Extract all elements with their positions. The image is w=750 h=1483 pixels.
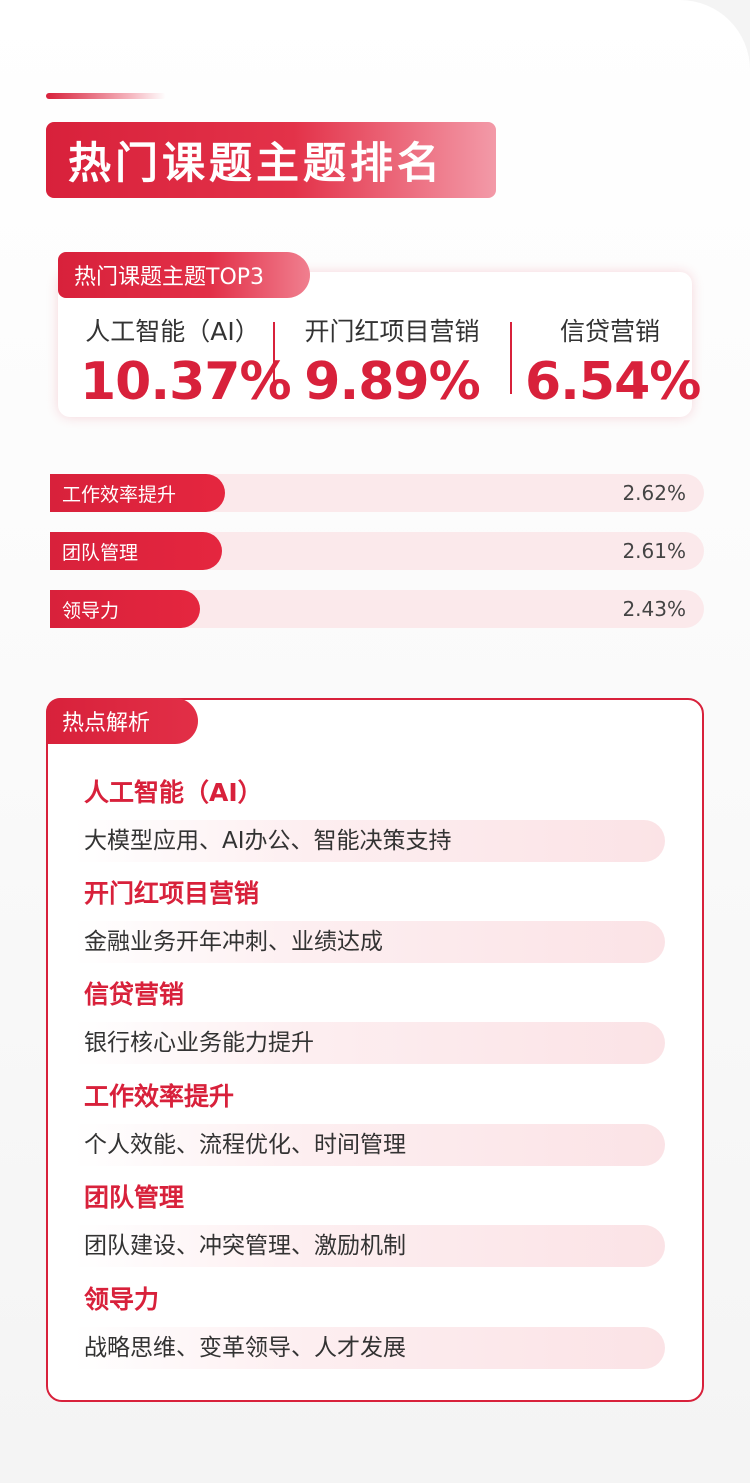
analysis-topic: 团队管理 团队建设、冲突管理、激励机制: [74, 1181, 665, 1267]
ranking-bar-1: 工作效率提升 2.62%: [50, 474, 704, 512]
top3-item-label: 开门红项目营销: [304, 317, 480, 346]
ranking-bar-value: 2.62%: [622, 481, 686, 505]
ranking-bar-value: 2.61%: [622, 539, 686, 563]
topic-description: 金融业务开年冲刺、业绩达成: [74, 921, 665, 963]
top3-item-label: 人工智能（AI）: [85, 317, 260, 346]
top3-item-label: 信贷营销: [559, 317, 660, 346]
top3-item-value: 10.37%: [80, 352, 292, 412]
ranking-bar-fill: 工作效率提升: [50, 474, 225, 512]
accent-line: [46, 93, 166, 99]
top3-item-3: 信贷营销 6.54%: [525, 312, 701, 412]
topic-description: 团队建设、冲突管理、激励机制: [74, 1225, 665, 1267]
topic-description: 大模型应用、AI办公、智能决策支持: [74, 820, 665, 862]
page-title: 热门课题主题排名: [68, 139, 444, 189]
analysis-topic: 开门红项目营销 金融业务开年冲刺、业绩达成: [74, 877, 665, 963]
analysis-topic: 信贷营销 银行核心业务能力提升: [74, 978, 665, 1064]
topic-description: 个人效能、流程优化、时间管理: [74, 1124, 665, 1166]
ranking-bar-3: 领导力 2.43%: [50, 590, 704, 628]
topic-description: 战略思维、变革领导、人才发展: [74, 1327, 665, 1369]
page-title-banner: 热门课题主题排名: [46, 122, 496, 198]
topic-heading: 人工智能（AI）: [84, 778, 263, 807]
ranking-bar-value: 2.43%: [622, 597, 686, 621]
divider: [273, 322, 275, 394]
top3-tag: 热门课题主题TOP3: [58, 252, 310, 298]
topic-heading: 开门红项目营销: [84, 879, 260, 908]
top3-item-value: 9.89%: [304, 352, 480, 412]
top3-item-2: 开门红项目营销 9.89%: [292, 312, 492, 412]
topic-heading: 工作效率提升: [84, 1082, 235, 1111]
topic-description: 银行核心业务能力提升: [74, 1022, 665, 1064]
divider: [510, 322, 512, 394]
top3-item-value: 6.54%: [525, 352, 701, 412]
top3-item-1: 人工智能（AI） 10.37%: [80, 312, 292, 412]
ranking-bar-2: 团队管理 2.61%: [50, 532, 704, 570]
ranking-bar-fill: 团队管理: [50, 532, 222, 570]
analysis-topic: 领导力 战略思维、变革领导、人才发展: [74, 1283, 665, 1369]
analysis-topic: 人工智能（AI） 大模型应用、AI办公、智能决策支持: [74, 776, 665, 862]
analysis-topic: 工作效率提升 个人效能、流程优化、时间管理: [74, 1080, 665, 1166]
analysis-tag: 热点解析: [46, 698, 198, 744]
topic-heading: 领导力: [84, 1285, 160, 1314]
ranking-bar-fill: 领导力: [50, 590, 200, 628]
topic-heading: 信贷营销: [84, 980, 185, 1009]
topic-heading: 团队管理: [84, 1183, 185, 1212]
